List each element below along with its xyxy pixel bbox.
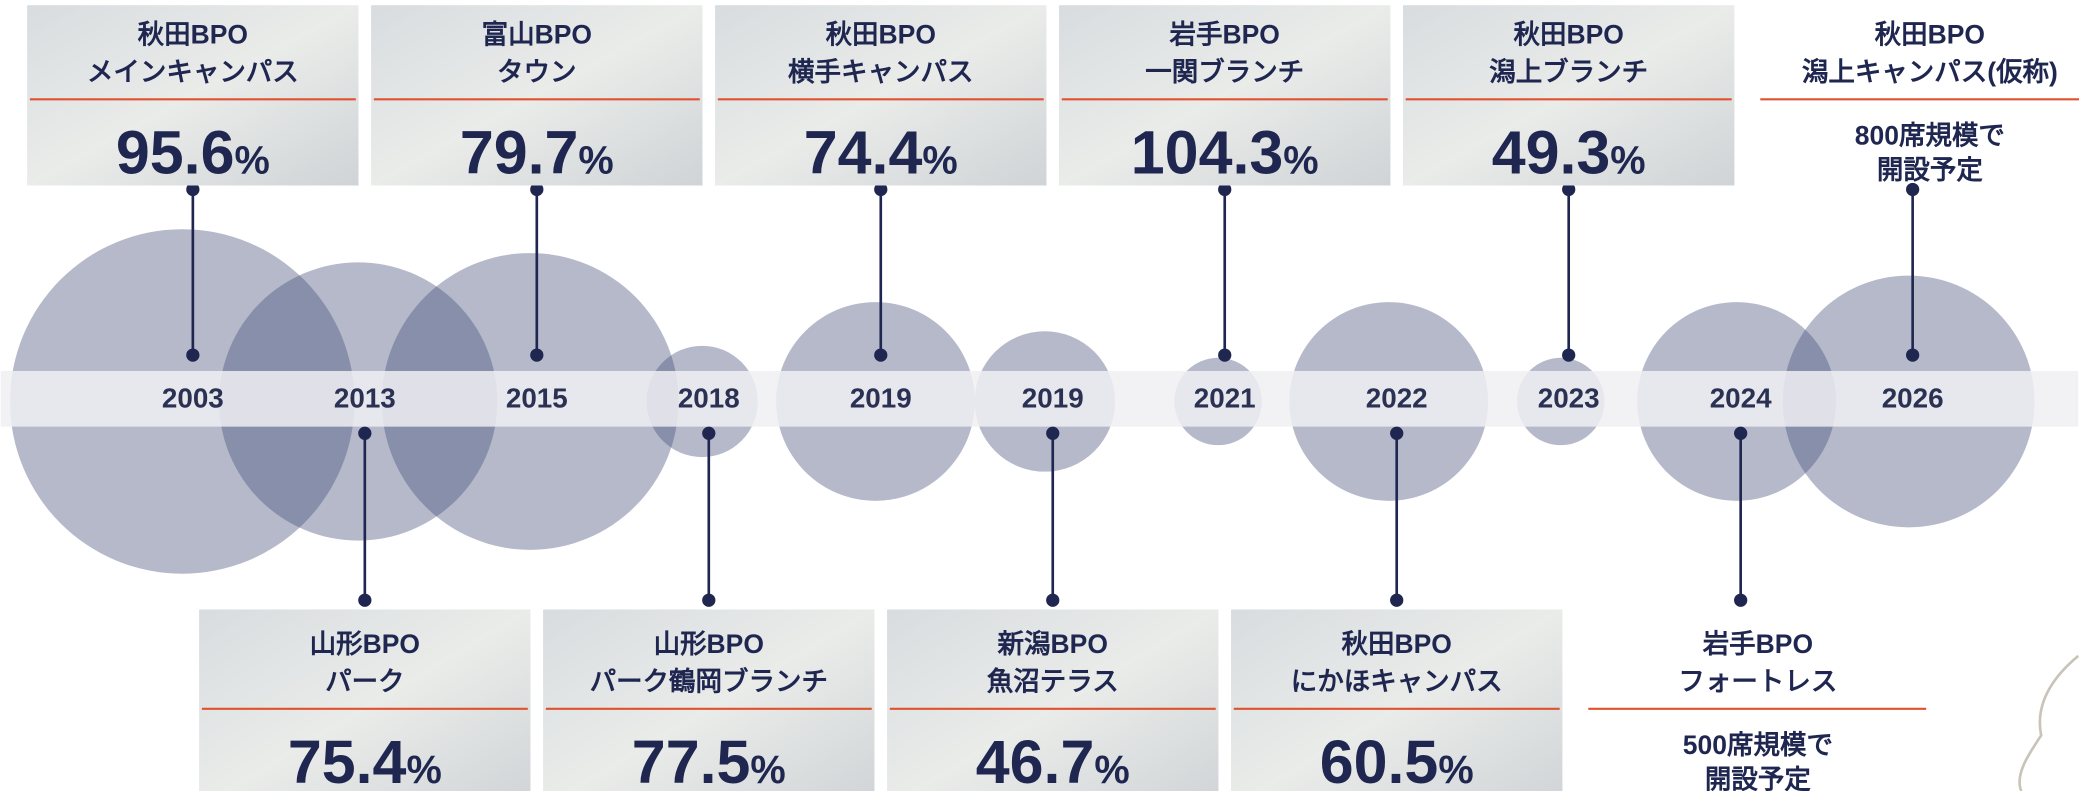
connector-dot bbox=[530, 348, 543, 361]
year-label: 2013 bbox=[334, 382, 396, 413]
connector-dot bbox=[1562, 348, 1575, 361]
site-name: 秋田BPO bbox=[1342, 629, 1452, 659]
year-label: 2019 bbox=[1022, 382, 1084, 413]
page: 2003秋田BPOメインキャンパス95.6%2013山形BPOパーク75.4%2… bbox=[0, 0, 2079, 791]
site-name: 横手キャンパス bbox=[788, 57, 973, 87]
plan-note: 500席規模で bbox=[1683, 730, 1833, 760]
connector-dot bbox=[1906, 348, 1919, 361]
connector-dot bbox=[1734, 594, 1747, 607]
site-name: 秋田BPO bbox=[1875, 20, 1985, 50]
site-name: メインキャンパス bbox=[87, 57, 299, 87]
site-name: タウン bbox=[497, 57, 576, 87]
connector-dot bbox=[702, 427, 715, 440]
site-name: 潟上ブランチ bbox=[1489, 57, 1648, 87]
year-label: 2026 bbox=[1882, 382, 1944, 413]
site-name: パーク bbox=[325, 666, 404, 696]
connector-dot bbox=[186, 348, 199, 361]
plan-note: 開設予定 bbox=[1877, 155, 1983, 185]
year-label: 2022 bbox=[1366, 382, 1428, 413]
connector-dot bbox=[1734, 427, 1747, 440]
connector-dot bbox=[1390, 594, 1403, 607]
plan-note: 開設予定 bbox=[1705, 764, 1811, 791]
site-name: 秋田BPO bbox=[138, 20, 248, 50]
year-label: 2018 bbox=[678, 382, 740, 413]
year-label: 2003 bbox=[162, 382, 224, 413]
site-name: パーク鶴岡ブランチ bbox=[590, 666, 828, 696]
map-outline bbox=[2020, 656, 2079, 791]
plan-note: 800席規模で bbox=[1855, 120, 2005, 150]
site-name: 秋田BPO bbox=[826, 20, 936, 50]
connector-dot bbox=[1046, 594, 1059, 607]
site-name: 山形BPO bbox=[654, 629, 764, 659]
timeline: 2003秋田BPOメインキャンパス95.6%2013山形BPOパーク75.4%2… bbox=[0, 0, 2079, 791]
connector-dot bbox=[874, 348, 887, 361]
site-name: 新潟BPO bbox=[997, 629, 1108, 659]
site-name: 山形BPO bbox=[310, 629, 420, 659]
year-label: 2024 bbox=[1710, 382, 1772, 413]
connector-dot bbox=[358, 594, 371, 607]
site-name: 一関ブランチ bbox=[1145, 57, 1304, 87]
site-name: 岩手BPO bbox=[1169, 20, 1280, 50]
connector-dot bbox=[1218, 348, 1231, 361]
year-label: 2023 bbox=[1538, 382, 1600, 413]
year-label: 2015 bbox=[506, 382, 568, 413]
site-name: 魚沼テラス bbox=[987, 666, 1119, 696]
site-name: 岩手BPO bbox=[1702, 629, 1813, 659]
connector-dot bbox=[1046, 427, 1059, 440]
site-name: 潟上キャンパス(仮称) bbox=[1802, 57, 2058, 87]
connector-dot bbox=[702, 594, 715, 607]
site-name: フォートレス bbox=[1678, 666, 1837, 696]
site-name: 秋田BPO bbox=[1514, 20, 1624, 50]
connector-dot bbox=[358, 427, 371, 440]
site-name: にかほキャンパス bbox=[1291, 666, 1503, 696]
year-label: 2021 bbox=[1194, 382, 1256, 413]
site-name: 富山BPO bbox=[482, 20, 592, 50]
connector-dot bbox=[1390, 427, 1403, 440]
year-label: 2019 bbox=[850, 382, 912, 413]
